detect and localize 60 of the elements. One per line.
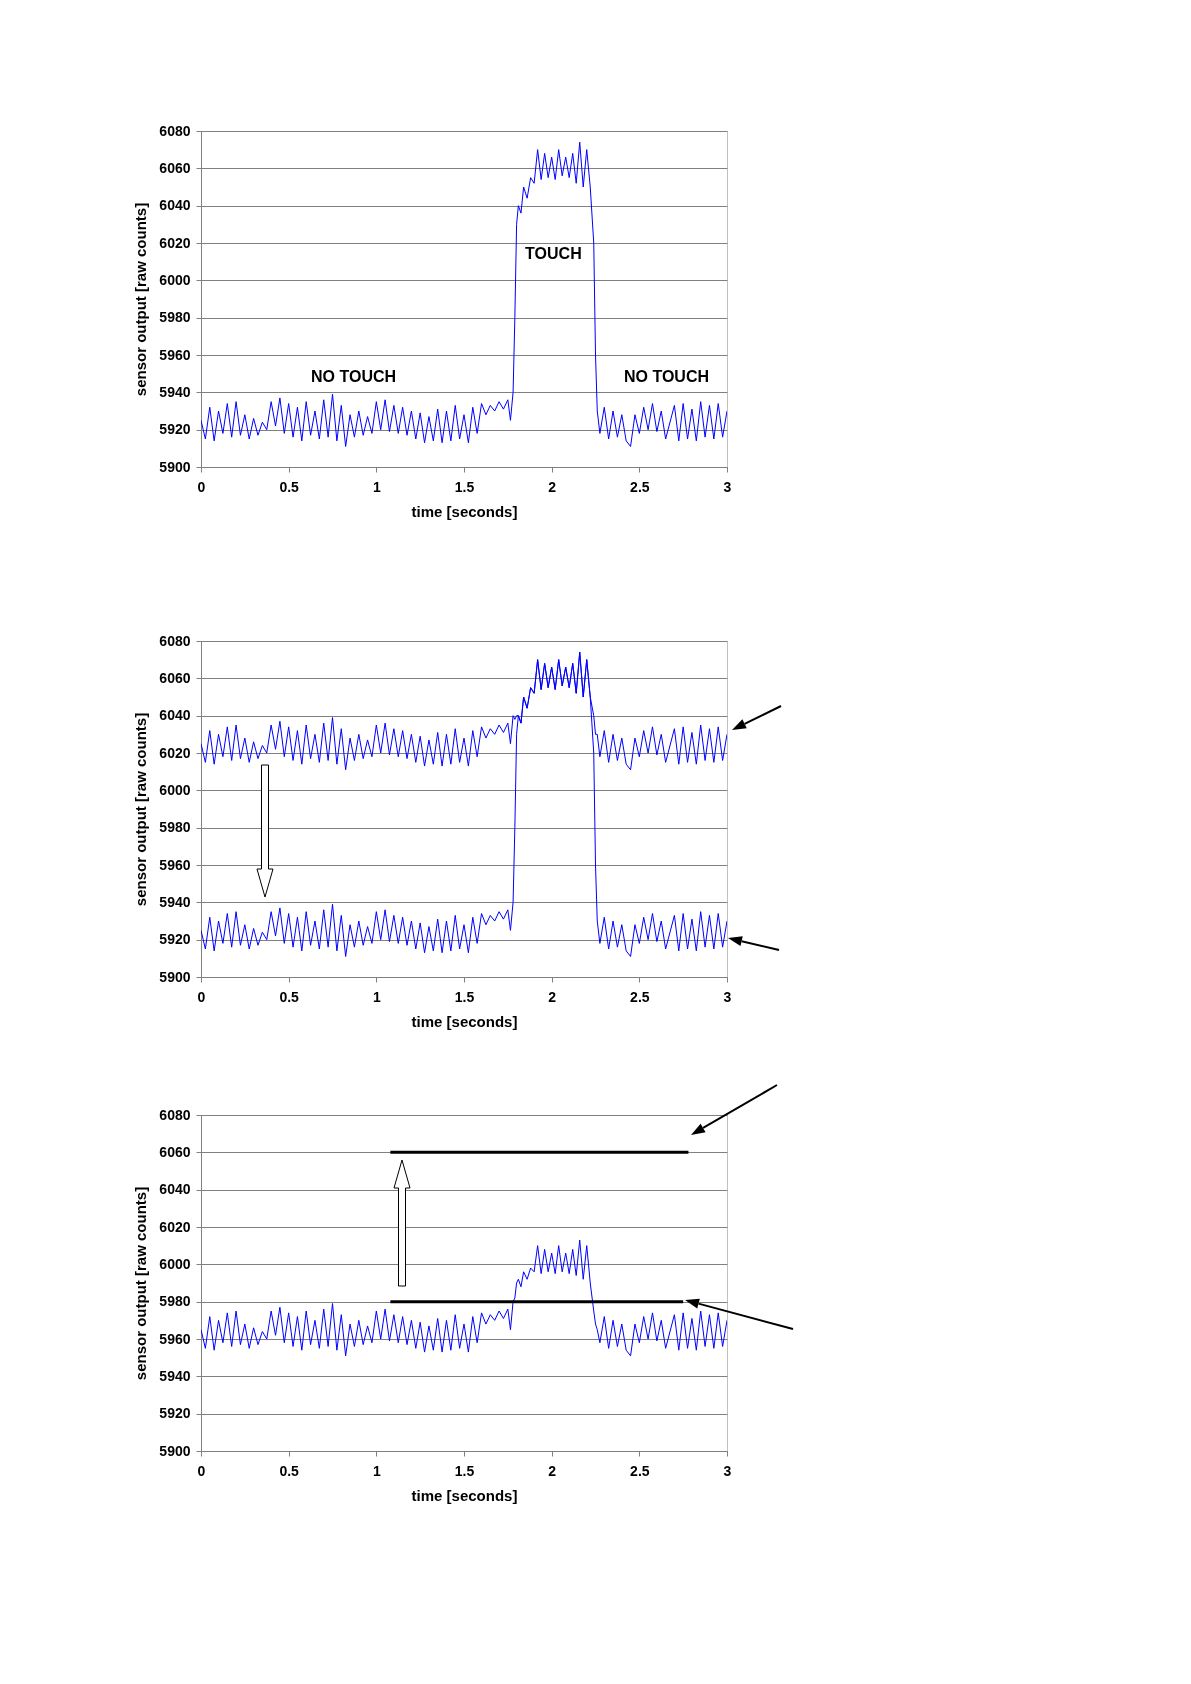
x-tick-label: 0.5: [279, 478, 300, 495]
y-tick-label: 6080: [159, 1106, 191, 1123]
x-tick-label: 0: [197, 988, 206, 1005]
x-tick-label: 3: [723, 1462, 732, 1479]
y-tick-label: 5980: [159, 819, 191, 836]
y-axis-title: sensor output [raw counts]: [132, 202, 150, 397]
x-tick-label: 1: [372, 1462, 381, 1479]
x-axis-title: time [seconds]: [411, 1486, 518, 1504]
x-tick-label: 2.5: [630, 988, 650, 1005]
y-tick-label: 5960: [159, 856, 191, 873]
y-axis-title: sensor output [raw counts]: [132, 712, 150, 907]
y-tick-label: 6040: [159, 707, 191, 724]
y-tick-label: 6020: [159, 744, 191, 761]
y-tick-label: 6000: [159, 781, 191, 798]
x-tick-label: 2: [548, 478, 557, 495]
y-axis-title: sensor output [raw counts]: [132, 1186, 150, 1381]
x-tick-label: 2.5: [630, 1462, 650, 1479]
y-tick-label: 5940: [159, 383, 191, 400]
x-tick-label: 3: [723, 988, 732, 1005]
y-tick-label: 6000: [159, 1255, 191, 1272]
x-tick-label: 0: [197, 1462, 206, 1479]
y-tick-label: 5920: [159, 931, 191, 948]
y-tick-label: 6060: [159, 159, 191, 176]
x-axis-title: time [seconds]: [411, 1012, 518, 1030]
y-tick-label: 5940: [159, 1367, 191, 1384]
y-tick-label: 5900: [159, 458, 191, 475]
y-tick-label: 6020: [159, 1218, 191, 1235]
y-tick-label: 5920: [159, 421, 191, 438]
y-tick-label: 5960: [159, 346, 191, 363]
y-tick-label: 5900: [159, 1442, 191, 1459]
y-tick-label: 5900: [159, 968, 191, 985]
x-tick-label: 0: [197, 478, 206, 495]
y-tick-label: 5980: [159, 309, 191, 326]
y-tick-label: 6080: [159, 122, 191, 139]
annotation: NO TOUCH: [623, 367, 710, 385]
x-axis-title: time [seconds]: [411, 502, 518, 520]
y-tick-label: 6080: [159, 632, 191, 649]
annotation: NO TOUCH: [311, 367, 397, 385]
y-tick-label: 6000: [159, 271, 191, 288]
x-tick-label: 1.5: [454, 478, 475, 495]
x-tick-label: 1: [372, 478, 381, 495]
y-tick-label: 6040: [159, 1181, 191, 1198]
x-tick-label: 2: [548, 988, 557, 1005]
x-tick-label: 2: [548, 1462, 557, 1479]
y-tick-label: 6040: [159, 197, 191, 214]
y-tick-label: 6020: [159, 234, 191, 251]
x-tick-label: 0.5: [279, 1462, 300, 1479]
x-tick-label: 0.5: [279, 988, 300, 1005]
y-tick-label: 5920: [159, 1405, 191, 1422]
x-tick-label: 3: [723, 478, 732, 495]
y-tick-label: 6060: [159, 669, 191, 686]
y-tick-label: 6060: [159, 1143, 191, 1160]
x-tick-label: 1.5: [454, 1462, 475, 1479]
x-tick-label: 2.5: [630, 478, 650, 495]
x-tick-label: 1: [372, 988, 381, 1005]
x-tick-label: 1.5: [454, 988, 475, 1005]
y-tick-label: 5960: [159, 1330, 191, 1347]
annotation: TOUCH: [525, 245, 582, 263]
y-tick-label: 5980: [159, 1293, 191, 1310]
y-tick-label: 5940: [159, 893, 191, 910]
